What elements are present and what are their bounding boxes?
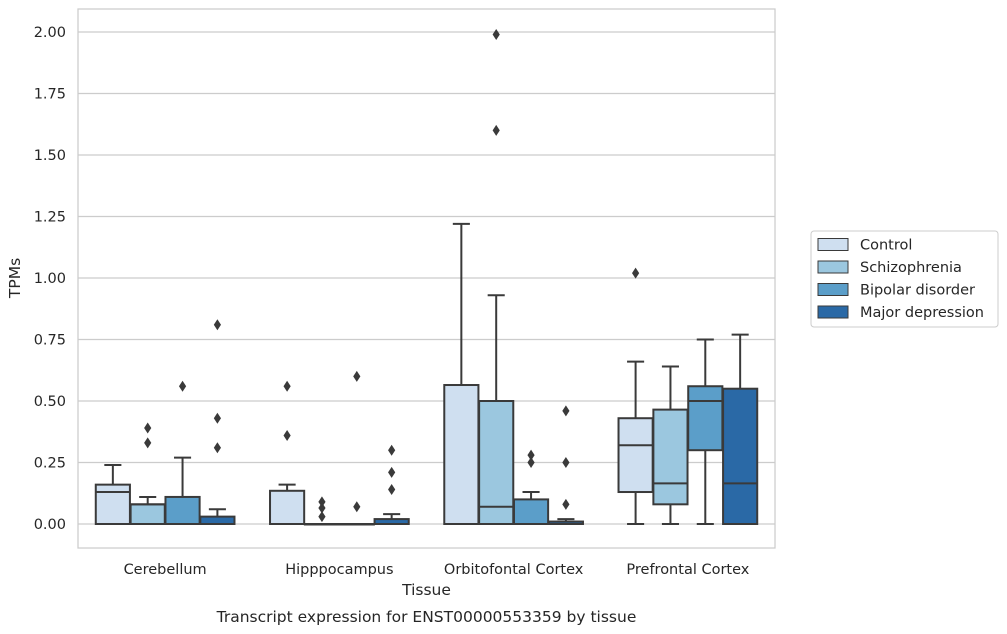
iqr-box <box>722 387 759 526</box>
outlier-point <box>213 412 221 424</box>
box-group <box>94 463 131 526</box>
y-axis-title: TPMs <box>6 258 24 299</box>
x-tick-label: Orbitofontal Cortex <box>444 562 584 578</box>
iqr-box <box>199 515 236 525</box>
outlier-point <box>562 457 570 468</box>
outlier-point <box>353 501 361 513</box>
x-tick-label: Hipppocampus <box>285 562 393 578</box>
outlier-point <box>318 511 326 523</box>
outlier-point <box>353 370 361 382</box>
outlier-point <box>492 124 500 136</box>
y-tick-label: 0.00 <box>34 517 66 533</box>
legend-label: Schizophrenia <box>860 260 962 276</box>
box-group <box>617 267 654 525</box>
box-group <box>722 333 759 526</box>
y-tick-label: 1.00 <box>34 271 66 287</box>
legend: Control Schizophrenia Bipolar disorder Majo… <box>810 230 999 328</box>
box-group <box>373 444 410 526</box>
outlier-point <box>318 496 326 508</box>
outlier-point <box>492 28 500 40</box>
box-group <box>269 380 306 526</box>
iqr-box <box>478 400 515 525</box>
outlier-point <box>388 466 396 478</box>
outlier-point <box>562 498 570 510</box>
box-group <box>512 449 550 525</box>
iqr-box <box>269 489 306 526</box>
outlier-point <box>283 429 291 441</box>
box-group <box>129 422 166 526</box>
outlier-point <box>283 380 291 392</box>
x-tick-label: Cerebellum <box>124 562 207 578</box>
outlier-point <box>527 457 535 468</box>
chart-caption: Transcript expression for ENST0000055335… <box>216 608 637 626</box>
box-group <box>687 338 724 525</box>
y-tick-label: 1.75 <box>34 87 66 103</box>
outlier-point <box>178 380 187 392</box>
y-tick-label: 0.25 <box>34 456 66 472</box>
box-group <box>547 405 584 525</box>
x-tick-label: Prefrontal Cortex <box>626 562 749 578</box>
box-group <box>164 380 201 526</box>
iqr-box <box>512 498 550 525</box>
iqr-box <box>129 503 166 526</box>
iqr-box <box>164 495 201 526</box>
y-tick-labels: 0.00 0.25 0.50 0.75 1.00 1.25 1.50 1.75 2.00 <box>34 25 66 533</box>
y-tick-label: 2.00 <box>34 25 66 41</box>
box-group <box>338 370 375 526</box>
iqr-box <box>617 417 654 494</box>
outlier-point <box>562 405 570 417</box>
y-gridlines <box>78 31 775 525</box>
box-group <box>303 496 341 526</box>
legend-label: Bipolar disorder <box>860 283 975 299</box>
box-group <box>652 365 689 525</box>
y-tick-label: 0.75 <box>34 333 66 349</box>
box-group <box>199 319 236 525</box>
legend-swatch <box>817 260 849 274</box>
legend-label: Control <box>860 238 912 254</box>
outlier-point <box>527 449 535 461</box>
box-group <box>478 28 515 525</box>
x-tick-labels: Cerebellum Hipppocampus Orbitofontal Corte… <box>124 562 750 578</box>
legend-swatch <box>817 283 849 296</box>
outlier-point <box>144 422 152 434</box>
outlier-point <box>213 319 221 331</box>
box-elements <box>94 28 759 526</box>
y-tick-label: 0.50 <box>34 394 66 410</box>
outlier-point <box>144 437 152 449</box>
iqr-box <box>94 483 131 526</box>
outlier-point <box>388 484 396 496</box>
iqr-box <box>443 384 480 526</box>
y-tick-label: 1.50 <box>34 148 66 164</box>
legend-swatch <box>817 238 849 251</box>
iqr-box <box>652 408 689 506</box>
x-axis-title: Tissue <box>401 581 451 599</box>
legend-label: Major depression <box>860 305 984 321</box>
y-tick-label: 1.25 <box>34 210 66 226</box>
outlier-point <box>388 444 396 456</box>
legend-swatch <box>817 305 849 319</box>
plot-area-frame <box>77 8 776 549</box>
legend-frame <box>810 230 999 328</box>
iqr-box <box>687 385 724 452</box>
outlier-point <box>318 502 326 514</box>
outlier-point <box>632 267 640 279</box>
box-group <box>443 222 480 526</box>
outlier-point <box>213 442 221 454</box>
